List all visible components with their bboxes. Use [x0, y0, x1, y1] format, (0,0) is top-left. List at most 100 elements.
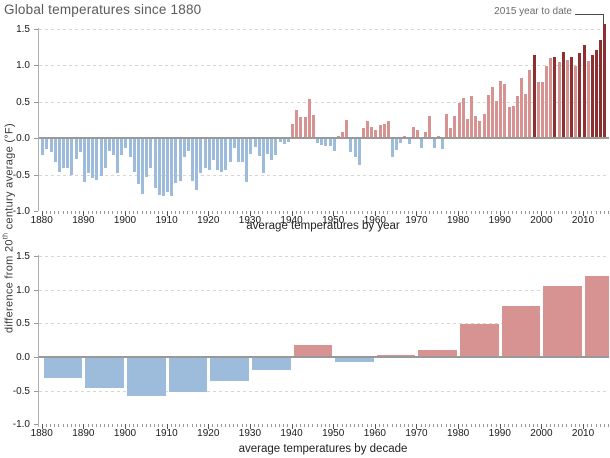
bar-2013	[595, 50, 599, 137]
x-tick-mark	[516, 211, 518, 214]
x-tick-mark	[274, 424, 276, 428]
x-tick-mark	[403, 424, 405, 428]
x-tick-label: 1890	[72, 428, 95, 440]
x-tick-mark	[283, 424, 285, 428]
y-tick-mark	[34, 357, 38, 358]
bar-1883	[53, 139, 57, 163]
x-tick-label: 1930	[238, 428, 262, 440]
x-tick-mark	[478, 211, 480, 214]
bar-1934	[266, 139, 270, 154]
bar-1991	[503, 84, 507, 137]
x-tick-label: 1970	[405, 215, 428, 226]
x-tick-mark	[70, 424, 72, 428]
yearly-bar-chart	[38, 23, 609, 211]
x-tick-mark	[312, 424, 314, 428]
x-tick-mark	[487, 211, 489, 214]
bar-1982	[465, 118, 469, 137]
bar-1990	[499, 80, 503, 137]
bar-1992	[507, 107, 511, 137]
x-tick-mark	[124, 211, 126, 216]
bar-1927	[236, 139, 240, 162]
x-tick-mark	[299, 211, 301, 214]
x-tick-mark	[62, 211, 64, 214]
decade-chart-caption: average temperatures by decade	[238, 443, 408, 455]
bar-1962	[382, 123, 386, 137]
bar-1894	[99, 139, 103, 176]
x-tick-mark	[116, 211, 118, 214]
x-tick-mark	[195, 211, 197, 214]
x-tick-mark	[258, 211, 260, 214]
x-tick-label: 1960	[363, 428, 386, 440]
x-tick-mark	[170, 424, 172, 428]
x-tick-label: 1990	[488, 428, 511, 440]
x-tick-mark	[591, 211, 593, 214]
annotation-bracket-line	[575, 14, 604, 24]
bar-1909	[161, 139, 165, 196]
x-tick-mark	[466, 424, 468, 428]
bar-1908	[157, 139, 161, 196]
x-tick-mark	[374, 424, 376, 430]
x-tick-mark	[316, 211, 318, 214]
bar-2006	[565, 59, 569, 137]
bar-1979	[453, 115, 457, 137]
x-tick-mark	[416, 424, 418, 430]
y-tick-mark	[34, 323, 38, 325]
x-tick-mark	[216, 424, 218, 428]
bar-1963	[386, 120, 390, 137]
x-tick-mark	[295, 424, 297, 428]
x-tick-mark	[503, 211, 505, 214]
gridline	[39, 28, 609, 30]
y-tick-mark	[34, 174, 38, 176]
gridline	[39, 65, 609, 66]
x-tick-mark	[174, 211, 176, 214]
x-tick-mark	[299, 424, 301, 428]
x-tick-mark	[428, 424, 430, 428]
x-tick-label: 1980	[447, 215, 470, 226]
x-tick-mark	[599, 211, 601, 214]
x-tick-mark	[329, 211, 331, 214]
bar-1890s	[85, 358, 124, 388]
x-tick-mark	[553, 424, 555, 428]
x-tick-mark	[570, 424, 572, 428]
y-tick-mark	[34, 289, 38, 291]
x-tick-mark	[183, 211, 185, 214]
x-tick-mark	[562, 424, 564, 428]
x-tick-mark	[287, 424, 289, 428]
x-tick-mark	[495, 211, 497, 214]
x-tick-mark	[270, 424, 272, 428]
y-tick-label: 0.0	[16, 133, 30, 144]
bar-1951	[336, 135, 340, 137]
bar-1952	[341, 131, 345, 137]
bar-1971	[420, 139, 424, 149]
x-tick-mark	[120, 424, 122, 428]
x-tick-mark	[545, 424, 547, 428]
x-tick-mark	[158, 211, 160, 214]
x-tick-mark	[508, 211, 510, 214]
bar-1950s	[335, 358, 374, 363]
gridline	[39, 101, 609, 103]
y-tick-label: 1.5	[16, 23, 30, 35]
bar-1976	[440, 139, 444, 150]
bar-1970s	[418, 349, 458, 356]
x-tick-mark	[541, 424, 543, 430]
x-tick-mark	[383, 424, 385, 428]
bar-1920	[207, 139, 211, 171]
x-tick-mark	[462, 424, 464, 428]
x-tick-mark	[229, 424, 231, 428]
x-tick-mark	[104, 211, 106, 214]
x-tick-mark	[224, 424, 226, 428]
bar-1889	[78, 139, 82, 153]
x-tick-label: 2000	[530, 215, 553, 226]
x-tick-mark	[503, 424, 505, 428]
x-tick-mark	[262, 424, 264, 428]
x-tick-mark	[174, 424, 176, 428]
bar-2001	[545, 66, 549, 137]
x-tick-mark	[462, 211, 464, 214]
x-tick-mark	[158, 424, 160, 428]
x-tick-mark	[470, 424, 472, 428]
x-tick-mark	[566, 424, 568, 428]
x-tick-mark	[424, 424, 426, 428]
x-tick-mark	[270, 211, 272, 214]
bar-1911	[170, 139, 174, 196]
x-tick-mark	[345, 424, 347, 428]
